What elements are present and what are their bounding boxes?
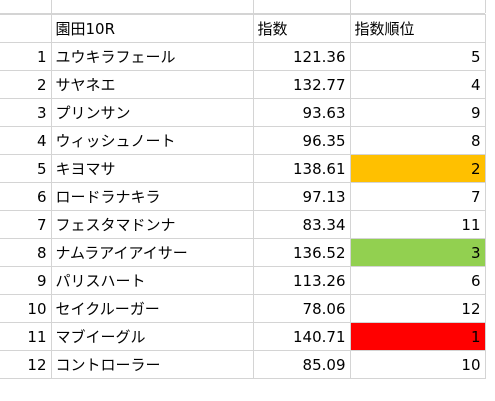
cell-rank-header[interactable]: 指数順位 — [350, 14, 486, 43]
cell-rank-value[interactable]: 10 — [350, 350, 486, 379]
cell-rank-value[interactable]: 6 — [350, 266, 486, 295]
table-row: 11 マブイーグル 140.71 1 — [0, 322, 486, 351]
data-grid: 園田10R 指数 指数順位 1 ユウキラフェール 121.36 5 2 サヤネエ 132.7… — [0, 14, 486, 379]
cell-horse-number[interactable]: 9 — [0, 266, 52, 295]
cell-horse-number[interactable]: 4 — [0, 126, 52, 155]
cell-index-value[interactable]: 83.34 — [253, 210, 351, 239]
cell-rank-value[interactable]: 8 — [350, 126, 486, 155]
table-row: 10 セイクルーガー 78.06 12 — [0, 294, 486, 323]
cell-horse-number[interactable]: 6 — [0, 182, 52, 211]
cell-rank-value[interactable]: 12 — [350, 294, 486, 323]
cell-index-value[interactable]: 121.36 — [253, 42, 351, 71]
cell-rank-value[interactable]: 3 — [350, 238, 486, 267]
cell-index-value[interactable]: 93.63 — [253, 98, 351, 127]
cell-rank-value[interactable]: 4 — [350, 70, 486, 99]
cell-horse-number[interactable]: 7 — [0, 210, 52, 239]
cell-index-value[interactable]: 85.09 — [253, 350, 351, 379]
cell-horse-number[interactable]: 11 — [0, 322, 52, 351]
cell-rank-value[interactable]: 2 — [350, 154, 486, 183]
cell-index-value[interactable]: 132.77 — [253, 70, 351, 99]
cell-horse-name[interactable]: コントローラー — [51, 350, 254, 379]
cell-horse-name[interactable]: マブイーグル — [51, 322, 254, 351]
cell-index-header[interactable]: 指数 — [253, 14, 351, 43]
cell-index-value[interactable]: 138.61 — [253, 154, 351, 183]
cell-horse-number[interactable]: 12 — [0, 350, 52, 379]
cell-horse-number[interactable]: 3 — [0, 98, 52, 127]
cell-index-value[interactable]: 140.71 — [253, 322, 351, 351]
cell-rank-value[interactable]: 5 — [350, 42, 486, 71]
table-row: 8 ナムラアイアイサー 136.52 3 — [0, 238, 486, 267]
cell-horse-number[interactable]: 10 — [0, 294, 52, 323]
cell-horse-name[interactable]: ユウキラフェール — [51, 42, 254, 71]
cell-horse-name[interactable]: キヨマサ — [51, 154, 254, 183]
table-row: 6 ロードラナキラ 97.13 7 — [0, 182, 486, 211]
cell-row-number-header[interactable] — [0, 14, 52, 43]
cell-horse-name[interactable]: パリスハート — [51, 266, 254, 295]
header-row: 園田10R 指数 指数順位 — [0, 14, 486, 43]
cell-horse-name[interactable]: ウィッシュノート — [51, 126, 254, 155]
cell-index-value[interactable]: 97.13 — [253, 182, 351, 211]
table-row: 3 プリンサン 93.63 9 — [0, 98, 486, 127]
table-row: 5 キヨマサ 138.61 2 — [0, 154, 486, 183]
cell-horse-name[interactable]: フェスタマドンナ — [51, 210, 254, 239]
cell-rank-value[interactable]: 11 — [350, 210, 486, 239]
cell-horse-number[interactable]: 2 — [0, 70, 52, 99]
cell-horse-name[interactable]: セイクルーガー — [51, 294, 254, 323]
previous-row-strip — [0, 0, 486, 14]
cell-rank-value[interactable]: 7 — [350, 182, 486, 211]
cell-rank-value[interactable]: 9 — [350, 98, 486, 127]
table-row: 12 コントローラー 85.09 10 — [0, 350, 486, 379]
table-row: 2 サヤネエ 132.77 4 — [0, 70, 486, 99]
cell-index-value[interactable]: 113.26 — [253, 266, 351, 295]
cell-horse-name[interactable]: プリンサン — [51, 98, 254, 127]
cell-horse-name[interactable]: ロードラナキラ — [51, 182, 254, 211]
cell-horse-number[interactable]: 8 — [0, 238, 52, 267]
cell-index-value[interactable]: 96.35 — [253, 126, 351, 155]
cell-horse-number[interactable]: 5 — [0, 154, 52, 183]
cell-index-value[interactable]: 136.52 — [253, 238, 351, 267]
table-row: 1 ユウキラフェール 121.36 5 — [0, 42, 486, 71]
table-row: 9 パリスハート 113.26 6 — [0, 266, 486, 295]
cell-race-label[interactable]: 園田10R — [51, 14, 254, 43]
cell-rank-value[interactable]: 1 — [350, 322, 486, 351]
cell-index-value[interactable]: 78.06 — [253, 294, 351, 323]
table-row: 7 フェスタマドンナ 83.34 11 — [0, 210, 486, 239]
cell-horse-number[interactable]: 1 — [0, 42, 52, 71]
cell-horse-name[interactable]: サヤネエ — [51, 70, 254, 99]
table-row: 4 ウィッシュノート 96.35 8 — [0, 126, 486, 155]
cell-horse-name[interactable]: ナムラアイアイサー — [51, 238, 254, 267]
